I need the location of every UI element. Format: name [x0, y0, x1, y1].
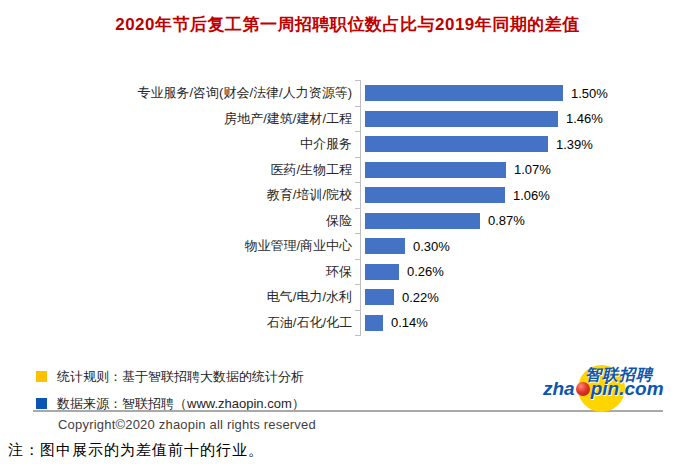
bar-row: 保险 0.87% [0, 208, 695, 234]
bar-row: 石油/石化/化工 0.14% [0, 310, 695, 336]
bar [365, 85, 563, 101]
category-label: 物业管理/商业中心 [0, 237, 352, 255]
logo-en-suffix: pin.com [591, 378, 664, 400]
footnote-text: 注：图中展示的为差值前十的行业。 [8, 441, 264, 460]
category-label: 房地产/建筑/建材/工程 [0, 110, 352, 128]
category-label: 环保 [0, 263, 352, 281]
value-label: 0.30% [413, 239, 450, 254]
bar [365, 213, 480, 229]
logo-en-text: zha pin.com [543, 378, 664, 400]
category-label: 中介服务 [0, 135, 352, 153]
bar [365, 187, 505, 203]
bar-row: 教育/培训/院校 1.06% [0, 182, 695, 208]
legend-label: 统计规则：基于智联招聘大数据的统计分析 [57, 368, 304, 386]
footer-divider-line [33, 410, 663, 412]
yellow-swatch-icon [36, 371, 47, 382]
legend: 统计规则：基于智联招聘大数据的统计分析 数据来源：智联招聘（www.zhaopi… [36, 363, 305, 417]
bar-row: 环保 0.26% [0, 259, 695, 285]
value-label: 1.07% [514, 162, 551, 177]
copyright-text: Copyright©2020 zhaopin all rights reserv… [58, 417, 316, 432]
category-label: 专业服务/咨询(财会/法律/人力资源等) [0, 84, 352, 102]
value-label: 0.14% [391, 315, 428, 330]
legend-item-source: 数据来源：智联招聘（www.zhaopin.com） [36, 390, 305, 417]
bar [365, 315, 383, 331]
category-label: 电气/电力/水利 [0, 288, 352, 306]
bar [365, 111, 558, 127]
logo-en-prefix: zha [543, 378, 575, 400]
chart-canvas: 2020年节后复工第一周招聘职位数占比与2019年同期的差值 专业服务/咨询(财… [0, 0, 695, 476]
value-label: 0.22% [402, 290, 439, 305]
category-label: 保险 [0, 212, 352, 230]
value-label: 1.39% [556, 137, 593, 152]
value-label: 0.26% [407, 264, 444, 279]
bar [365, 162, 506, 178]
red-dot-icon [576, 382, 590, 396]
blue-swatch-icon [36, 398, 47, 409]
value-label: 1.46% [566, 111, 603, 126]
bar [365, 136, 548, 152]
category-label: 石油/石化/化工 [0, 314, 352, 332]
zhaopin-logo: 智联招聘 zha pin.com [540, 356, 690, 408]
bar-row: 房地产/建筑/建材/工程 1.46% [0, 106, 695, 132]
bar-row: 电气/电力/水利 0.22% [0, 284, 695, 310]
value-label: 1.50% [571, 86, 608, 101]
bar-row: 中介服务 1.39% [0, 131, 695, 157]
bar-row: 物业管理/商业中心 0.30% [0, 233, 695, 259]
value-label: 1.06% [513, 188, 550, 203]
bar [365, 289, 394, 305]
bar [365, 238, 405, 254]
bar [365, 264, 399, 280]
legend-item-rule: 统计规则：基于智联招聘大数据的统计分析 [36, 363, 305, 390]
category-label: 医药/生物工程 [0, 161, 352, 179]
bar-row: 医药/生物工程 1.07% [0, 157, 695, 183]
value-label: 0.87% [488, 213, 525, 228]
bar-row: 专业服务/咨询(财会/法律/人力资源等) 1.50% [0, 80, 695, 106]
category-label: 教育/培训/院校 [0, 186, 352, 204]
